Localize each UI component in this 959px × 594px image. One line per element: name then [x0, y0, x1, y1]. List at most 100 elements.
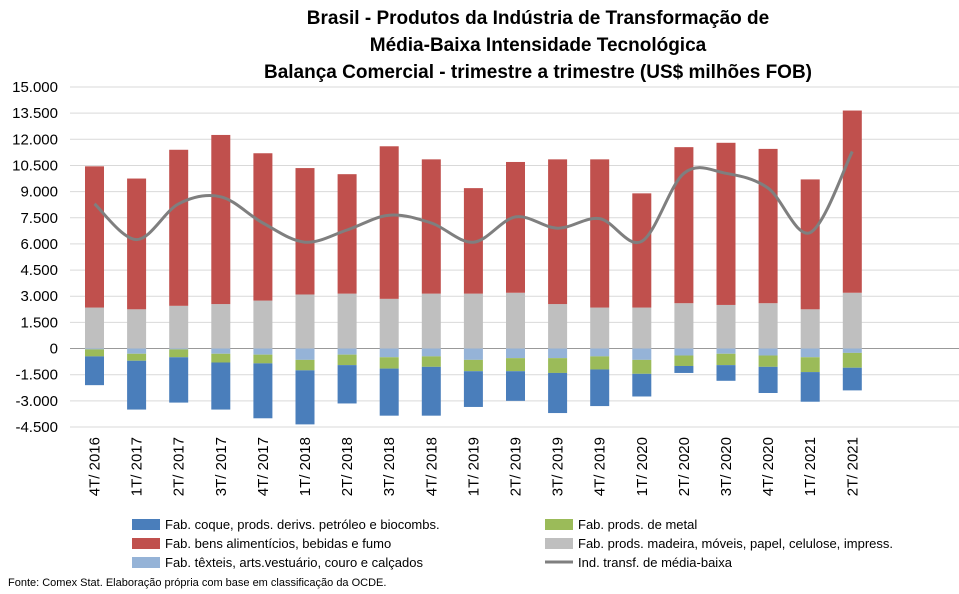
bar-segment: [85, 349, 104, 357]
bar-segment: [379, 298, 399, 349]
bar-segment: [379, 368, 399, 416]
bar-segment: [421, 366, 441, 416]
source-note: Fonte: Comex Stat. Elaboração própria co…: [8, 577, 386, 589]
legend-swatch-alimenticios: [132, 538, 160, 549]
y-tick-label: 1.500: [20, 314, 58, 331]
title-line-1: Brasil - Produtos da Indústria de Transf…: [307, 8, 769, 29]
bar-segment: [758, 366, 778, 393]
bar-segment: [716, 142, 736, 305]
legend: Fab. coque, prods. derivs. petróleo e bi…: [132, 517, 893, 570]
x-tick-label: 2T/ 2019: [508, 437, 525, 496]
bar-segment: [758, 348, 778, 356]
bar-segment: [127, 353, 147, 361]
x-tick-label: 1T/ 2021: [802, 437, 819, 496]
x-tick-label: 3T/ 2020: [718, 437, 735, 496]
bar-segment: [506, 161, 525, 293]
bar-segment: [800, 179, 820, 310]
bar-segment: [337, 365, 357, 404]
bar-segment: [253, 300, 273, 349]
bar-segment: [548, 159, 568, 305]
title-line-2: Média-Baixa Intensidade Tecnológica: [370, 35, 707, 56]
x-tick-label: 1T/ 2020: [634, 437, 651, 496]
bar-segment: [590, 356, 610, 370]
bar-segment: [295, 294, 315, 349]
bar-segment: [716, 304, 736, 349]
x-tick-label: 1T/ 2018: [297, 437, 314, 496]
y-tick-label: -3.000: [15, 393, 58, 410]
bar-segment: [800, 348, 820, 358]
y-tick-label: 12.000: [12, 131, 58, 148]
bar-segment: [211, 134, 231, 305]
bar-segment: [506, 348, 525, 359]
line-series: [93, 150, 854, 245]
bar-segment: [295, 348, 315, 360]
bar-segment: [421, 356, 441, 367]
y-tick-label: -1.500: [15, 367, 58, 384]
legend-swatch-texteis: [132, 557, 160, 568]
y-tick-label: 9.000: [20, 184, 58, 201]
x-tick-label: 2T/ 2021: [844, 437, 861, 496]
bar-segment: [842, 348, 862, 353]
bar-segment: [506, 358, 525, 372]
bars: [85, 110, 862, 425]
bar-segment: [379, 357, 399, 369]
legend-swatch-coque: [132, 519, 160, 530]
x-tick-label: 4T/ 2017: [255, 437, 272, 496]
bar-segment: [758, 303, 778, 349]
bar-segment: [85, 307, 104, 349]
bar-segment: [463, 348, 483, 360]
x-tick-label: 4T/ 2020: [760, 437, 777, 496]
y-tick-label: 15.000: [12, 79, 58, 96]
bar-segment: [758, 355, 778, 367]
bar-segment: [800, 372, 820, 402]
bar-segment: [842, 367, 862, 391]
legend-label-madeira: Fab. prods. madeira, móveis, papel, celu…: [578, 536, 893, 551]
bar-segment: [674, 365, 694, 373]
x-tick-label: 4T/ 2019: [592, 437, 609, 496]
y-tick-label: 0: [50, 341, 58, 358]
bar-segment: [253, 363, 273, 419]
legend-label-texteis: Fab. têxteis, arts.vestuário, couro e ca…: [165, 555, 423, 570]
bar-segment: [674, 303, 694, 349]
bar-segment: [632, 348, 652, 360]
x-tick-label: 2T/ 2020: [676, 437, 693, 496]
bar-segment: [632, 373, 652, 397]
bar-segment: [211, 353, 231, 363]
bar-segment: [253, 354, 273, 364]
legend-label-alimenticios: Fab. bens alimentícios, bebidas e fumo: [165, 536, 391, 551]
bar-segment: [758, 148, 778, 304]
x-tick-label: 1T/ 2019: [465, 437, 482, 496]
bar-segment: [127, 348, 147, 354]
bar-segment: [632, 359, 652, 374]
x-tick-label: 4T/ 2018: [423, 437, 440, 496]
bar-segment: [127, 309, 147, 349]
bar-segment: [674, 348, 694, 356]
y-tick-label: 3.000: [20, 288, 58, 305]
bar-segment: [169, 349, 189, 358]
chart-title: Brasil - Produtos da Indústria de Transf…: [264, 8, 812, 83]
y-tick-label: -4.500: [15, 419, 58, 436]
y-tick-label: 6.000: [20, 236, 58, 253]
bar-segment: [85, 356, 104, 386]
bar-segment: [211, 348, 231, 354]
bar-segment: [463, 359, 483, 372]
bar-segment: [379, 146, 399, 299]
bar-segment: [253, 153, 273, 301]
bar-segment: [548, 372, 568, 414]
series-line: [93, 150, 854, 245]
x-tick-label: 3T/ 2018: [381, 437, 398, 496]
bar-segment: [295, 168, 315, 295]
bar-segment: [800, 309, 820, 349]
bar-segment: [85, 166, 104, 308]
legend-swatch-madeira: [545, 538, 573, 549]
legend-label-metal: Fab. prods. de metal: [578, 517, 697, 532]
bar-segment: [590, 307, 610, 349]
legend-label-coque: Fab. coque, prods. derivs. petróleo e bi…: [165, 517, 440, 532]
bar-segment: [337, 174, 357, 294]
bar-segment: [842, 110, 862, 293]
y-tick-label: 10.500: [12, 157, 58, 174]
bar-segment: [169, 357, 189, 403]
bar-segment: [337, 293, 357, 349]
bar-segment: [463, 371, 483, 407]
bar-segment: [632, 307, 652, 349]
